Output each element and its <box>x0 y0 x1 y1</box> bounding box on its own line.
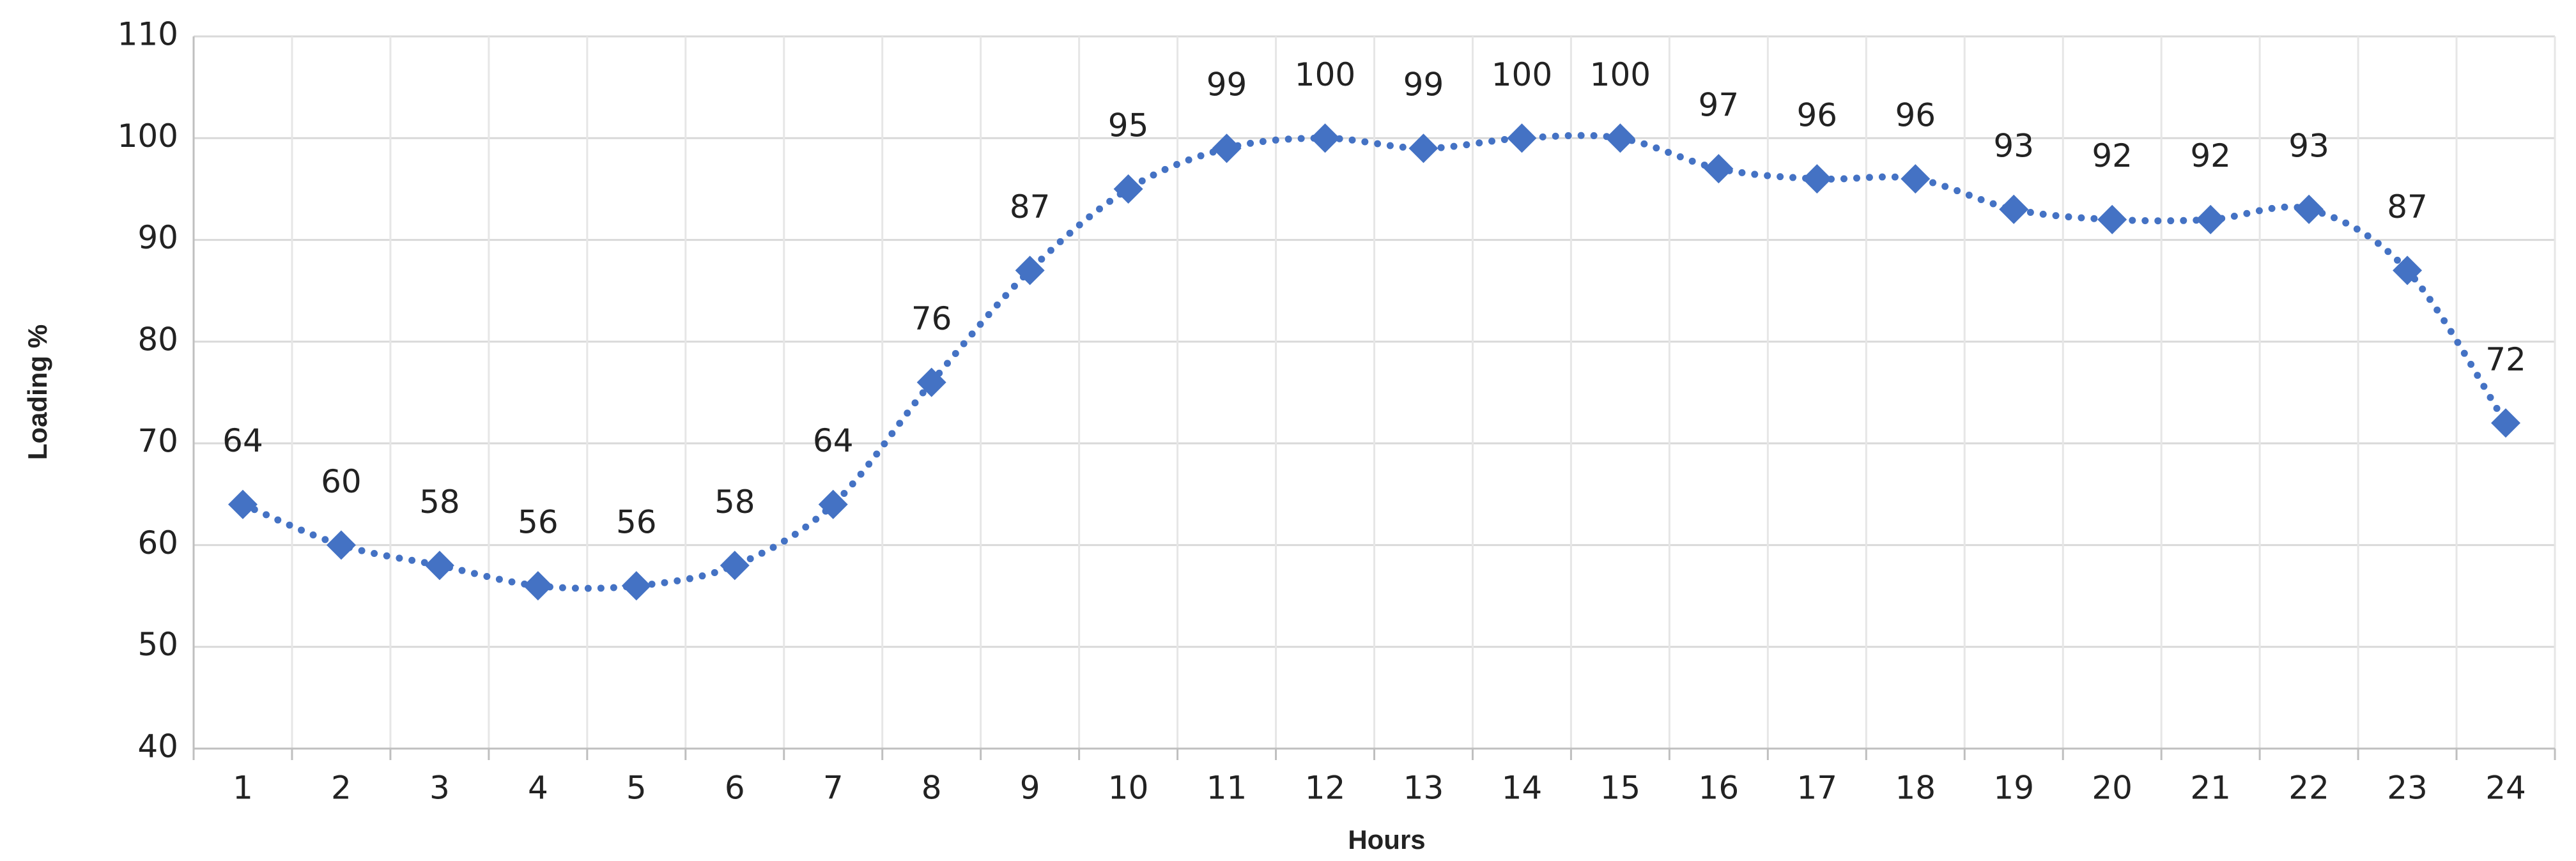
x-tick-label: 2 <box>331 770 351 807</box>
data-point <box>1310 123 1340 153</box>
data-point <box>1802 164 1832 194</box>
x-tick-label: 14 <box>1502 770 1543 807</box>
data-point <box>1507 123 1537 153</box>
data-label: 56 <box>518 504 559 541</box>
data-point <box>1015 255 1045 286</box>
data-label: 76 <box>911 300 952 337</box>
data-label: 56 <box>616 504 657 541</box>
x-tick-label: 6 <box>725 770 745 807</box>
data-label: 99 <box>1403 66 1444 103</box>
data-label: 100 <box>1492 56 1552 93</box>
x-tick-label: 19 <box>1993 770 2034 807</box>
data-point <box>1999 194 2029 224</box>
data-label: 92 <box>2190 137 2231 174</box>
data-point <box>2294 194 2324 224</box>
data-point <box>2491 408 2521 438</box>
y-tick-label: 70 <box>137 423 178 460</box>
data-point <box>2097 204 2127 234</box>
data-point <box>916 367 946 397</box>
data-label: 93 <box>2288 127 2329 164</box>
data-point <box>228 489 258 519</box>
data-label: 72 <box>2485 341 2526 378</box>
x-tick-label: 15 <box>1600 770 1641 807</box>
data-point <box>1605 123 1635 153</box>
x-tick-label: 16 <box>1699 770 1739 807</box>
x-tick-label: 17 <box>1797 770 1838 807</box>
data-label: 96 <box>1797 97 1838 134</box>
data-label: 92 <box>2092 137 2133 174</box>
y-tick-label: 100 <box>118 118 178 155</box>
x-tick-label: 3 <box>429 770 450 807</box>
data-label: 60 <box>321 463 362 500</box>
x-axis-title: Hours <box>1348 825 1425 855</box>
data-point <box>621 571 651 601</box>
data-point <box>2393 255 2423 286</box>
data-label: 99 <box>1207 66 1247 103</box>
x-tick-label: 23 <box>2387 770 2428 807</box>
data-point <box>424 551 454 581</box>
data-point <box>720 551 750 581</box>
x-tick-label: 9 <box>1020 770 1040 807</box>
data-label: 100 <box>1295 56 1355 93</box>
data-label: 87 <box>1010 188 1051 225</box>
data-point <box>1113 174 1143 204</box>
x-tick-label: 10 <box>1108 770 1149 807</box>
data-point <box>2196 204 2226 234</box>
data-label: 58 <box>714 484 755 521</box>
y-tick-label: 110 <box>118 16 178 53</box>
data-label: 87 <box>2387 188 2428 225</box>
data-label: 64 <box>222 422 263 459</box>
x-tick-label: 13 <box>1403 770 1444 807</box>
y-axis-title: Loading % <box>22 324 52 460</box>
data-point <box>1901 164 1931 194</box>
data-point <box>523 571 553 601</box>
x-tick-label: 21 <box>2190 770 2231 807</box>
data-point <box>326 530 356 560</box>
x-tick-label: 11 <box>1207 770 1247 807</box>
x-tick-label: 8 <box>922 770 942 807</box>
x-tick-label: 4 <box>528 770 548 807</box>
y-tick-label: 50 <box>137 626 178 663</box>
data-point <box>818 489 848 519</box>
x-tick-label: 24 <box>2485 770 2526 807</box>
data-label: 95 <box>1108 107 1149 144</box>
data-point <box>1212 133 1242 164</box>
data-label: 64 <box>813 422 854 459</box>
data-label: 58 <box>419 484 460 521</box>
data-label: 100 <box>1590 56 1651 93</box>
x-tick-label: 22 <box>2288 770 2329 807</box>
data-label: 93 <box>1993 127 2034 164</box>
x-tick-label: 18 <box>1895 770 1936 807</box>
x-tick-label: 5 <box>626 770 647 807</box>
y-tick-label: 60 <box>137 524 178 561</box>
y-tick-label: 90 <box>137 219 178 256</box>
y-tick-label: 40 <box>137 728 178 765</box>
data-label: 96 <box>1895 97 1936 134</box>
y-tick-label: 80 <box>137 321 178 358</box>
x-tick-label: 1 <box>233 770 253 807</box>
x-tick-label: 12 <box>1305 770 1346 807</box>
x-tick-label: 7 <box>823 770 844 807</box>
data-point <box>1408 133 1438 164</box>
data-label: 97 <box>1699 87 1739 124</box>
x-tick-label: 20 <box>2092 770 2133 807</box>
data-point <box>1704 154 1734 184</box>
